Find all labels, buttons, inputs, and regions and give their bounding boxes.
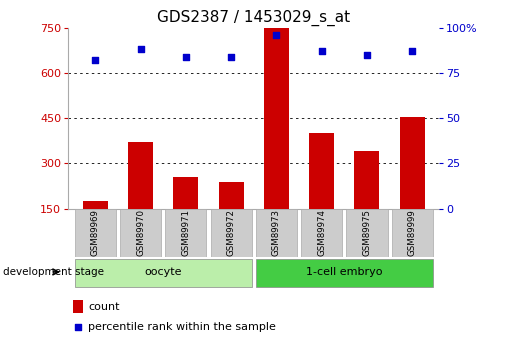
Point [227,54,235,59]
Text: development stage: development stage [3,267,104,277]
Text: GSM89969: GSM89969 [91,209,100,256]
Bar [256,209,297,257]
Bar [391,209,433,257]
Text: GSM89974: GSM89974 [317,209,326,256]
Bar [301,209,342,257]
Text: count: count [88,302,120,312]
Point [318,48,326,54]
Bar [211,209,251,257]
Text: GSM89972: GSM89972 [227,209,236,256]
Bar [165,209,207,257]
Point [91,57,99,63]
Point [182,54,190,59]
Bar [120,209,161,257]
Title: GDS2387 / 1453029_s_at: GDS2387 / 1453029_s_at [157,10,350,26]
Text: 1-cell embryo: 1-cell embryo [306,267,383,277]
Bar [83,201,108,209]
Bar [73,300,83,313]
Text: GSM89970: GSM89970 [136,209,145,256]
Bar [264,24,289,209]
Point [363,52,371,58]
Bar [219,181,243,209]
Point [272,32,280,38]
Text: GSM89971: GSM89971 [181,209,190,256]
Point [408,48,416,54]
Bar [256,259,433,286]
Bar [346,209,387,257]
Text: oocyte: oocyte [144,267,182,277]
Bar [173,177,198,209]
Bar [355,151,379,209]
Point [74,324,82,330]
Bar [309,133,334,209]
Text: GSM89975: GSM89975 [363,209,371,256]
Bar [75,259,251,286]
Text: percentile rank within the sample: percentile rank within the sample [88,322,276,332]
Text: GSM89999: GSM89999 [408,209,417,256]
Bar [75,209,116,257]
Bar [400,117,425,209]
Point [136,47,144,52]
Text: GSM89973: GSM89973 [272,209,281,256]
Bar [128,142,153,209]
